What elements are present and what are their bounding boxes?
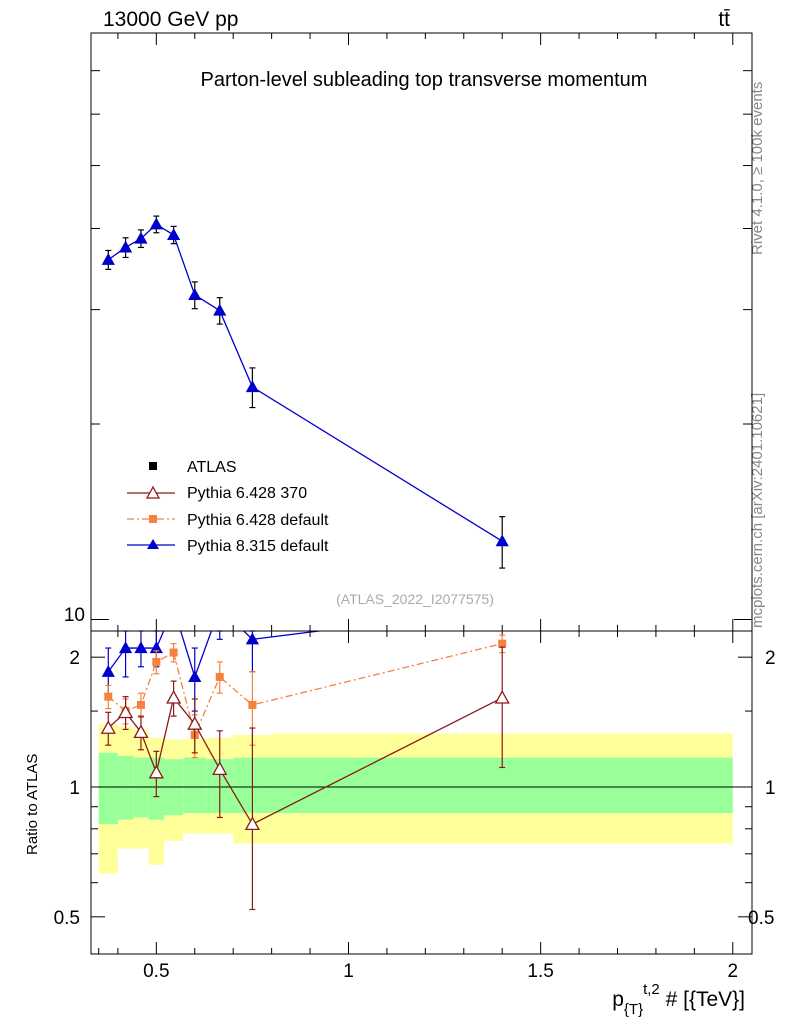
ratio-point-pythia6-370	[212, 761, 228, 776]
x-axis-label-sub: {T}	[624, 1001, 643, 1018]
legend-entry-atlas: ATLAS	[149, 459, 237, 476]
plot-title: Parton-level subleading top transverse m…	[201, 69, 648, 91]
main-point-pythia8	[134, 231, 148, 244]
ratio-line-pythia8	[107, 631, 325, 679]
ratio-y-tick-label-right-0: 0.5	[748, 908, 774, 929]
ratio-point-pythia6-370	[148, 764, 164, 779]
main-panel: Parton-level subleading top transverse m…	[64, 32, 753, 632]
ratio-y-tick-label-right-1: 1	[765, 778, 776, 799]
x-axis-label-sup: t,2	[643, 981, 660, 998]
main-point-pythia8	[245, 380, 260, 393]
ratio-point-pythia6-370	[494, 689, 510, 704]
ratio-line-pythia6-default	[107, 643, 503, 738]
uncertainty-bands	[98, 723, 733, 874]
ratio-point-pythia6-default	[215, 672, 224, 681]
legend: ATLAS Pythia 6.428 370 Pythia 6.428 defa…	[127, 459, 329, 555]
ratio-point-pythia8	[101, 664, 115, 677]
ratio-y-axis-label: Ratio to ATLAS	[24, 754, 41, 855]
legend-label-pythia6-default: Pythia 6.428 default	[187, 512, 329, 529]
main-point-pythia8	[495, 534, 509, 547]
main-point-pythia8	[118, 240, 133, 253]
inner-band-segment	[117, 756, 134, 820]
ratio-point-pythia6-default	[152, 657, 161, 666]
x-axis-label-rest: # [{TeV}]	[660, 988, 745, 1011]
ratio-point-pythia8	[118, 641, 133, 654]
ratio-panel-frame	[90, 630, 753, 955]
inner-band-segment	[133, 757, 149, 818]
ratio-point-pythia8	[245, 632, 260, 645]
ratio-point-pythia6-370	[117, 704, 134, 719]
legend-marker-pythia6-370	[145, 485, 161, 499]
legend-entry-pythia8-default: Pythia 8.315 default	[127, 538, 329, 555]
ratio-point-pythia6-default	[104, 692, 113, 701]
ratio-point-pythia6-default	[248, 700, 257, 709]
legend-marker-atlas	[149, 462, 157, 470]
legend-label-atlas: ATLAS	[187, 459, 237, 476]
ratio-y-tick-label-left-2: 2	[69, 648, 80, 669]
ratio-series-layer	[100, 630, 510, 911]
legend-entry-pythia6-370: Pythia 6.428 370	[127, 485, 307, 502]
main-point-pythia8	[167, 228, 181, 240]
legend-label-pythia6-370: Pythia 6.428 370	[187, 485, 307, 502]
ratio-y-tick-label-left-0: 0.5	[54, 908, 80, 929]
ratio-point-pythia6-default	[498, 639, 507, 648]
analysis-watermark: (ATLAS_2022_I2077575)	[336, 591, 494, 607]
ratio-point-pythia6-370	[100, 720, 116, 734]
main-point-pythia8	[188, 288, 202, 301]
energy-label: 13000 GeV pp	[103, 8, 238, 31]
main-point-pythia8	[213, 303, 227, 316]
legend-entry-pythia6-default: Pythia 6.428 default	[127, 512, 329, 529]
rivet-version-label: Rivet 4.1.0, ≥ 100k events	[749, 82, 766, 255]
main-y-tick-label: 10	[64, 605, 85, 626]
x-tick-label-3: 2	[727, 961, 738, 982]
ratio-point-pythia8	[188, 670, 202, 682]
ratio-y-tick-label-right-2: 2	[765, 648, 776, 669]
ratio-point-pythia6-370	[133, 724, 149, 739]
legend-label-pythia8-default: Pythia 8.315 default	[187, 538, 329, 555]
mcplots-label: mcplots.cern.ch [arXiv:2401.10621]	[749, 393, 766, 628]
ratio-y-tick-label-left-1: 1	[69, 778, 80, 799]
ratio-panel: Ratio to ATLAS 0.5 1 1.5 2 0.5 1 2 0.5 1…	[24, 630, 776, 1018]
x-tick-label-0: 0.5	[143, 961, 169, 982]
inner-band-segment	[98, 752, 118, 825]
ratio-point-pythia6-370	[166, 689, 182, 704]
main-point-pythia8	[101, 252, 115, 265]
ratio-point-pythia6-370	[187, 716, 203, 730]
x-axis-label: p{T}t,2 # [{TeV}]	[612, 981, 745, 1018]
main-axis-ticks	[91, 32, 752, 631]
x-axis-label-main: p	[612, 988, 624, 1011]
ratio-point-pythia8	[134, 641, 148, 654]
process-label: tt̄	[718, 8, 730, 31]
main-series-layer	[101, 215, 509, 569]
main-point-pythia8	[149, 217, 163, 230]
ratio-point-pythia6-370	[244, 816, 261, 831]
legend-marker-pythia8-default	[147, 539, 159, 549]
legend-marker-pythia6-default	[149, 515, 157, 523]
inner-band-segment	[183, 757, 207, 814]
x-tick-label-1: 1	[343, 961, 354, 982]
ratio-point-pythia6-default	[136, 700, 145, 709]
x-tick-label-2: 1.5	[527, 961, 553, 982]
ratio-point-pythia6-default	[169, 648, 178, 657]
